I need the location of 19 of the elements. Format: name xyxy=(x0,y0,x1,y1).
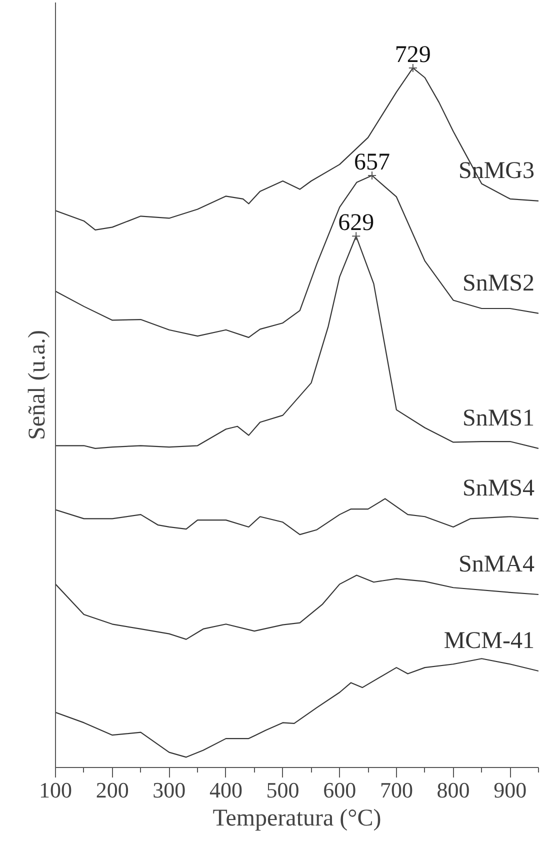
x-tick-label: 900 xyxy=(494,778,527,802)
series-label: SnMS1 xyxy=(462,405,535,432)
x-tick-label: 300 xyxy=(152,778,186,802)
x-tick-label: 100 xyxy=(39,778,72,802)
x-tick-label: 600 xyxy=(323,778,356,802)
x-tick-label: 500 xyxy=(266,778,300,802)
x-tick-label: 200 xyxy=(96,778,129,802)
annotation: 629 xyxy=(338,210,374,236)
annotation: 729 xyxy=(394,42,431,68)
series-label: SnMA4 xyxy=(458,552,535,578)
x-tick-label: 400 xyxy=(209,778,242,802)
y-axis-title: Señal (u.a.) xyxy=(24,330,50,440)
x-tick-label: 800 xyxy=(436,778,470,802)
annotation: 657 xyxy=(354,149,390,176)
x-axis-title: Temperatura (°C) xyxy=(212,806,382,832)
series-label: MCM-41 xyxy=(444,628,535,654)
x-tick-label: 700 xyxy=(380,778,413,802)
series-label: SnMS2 xyxy=(462,270,535,296)
series-label: SnMS4 xyxy=(462,476,535,502)
